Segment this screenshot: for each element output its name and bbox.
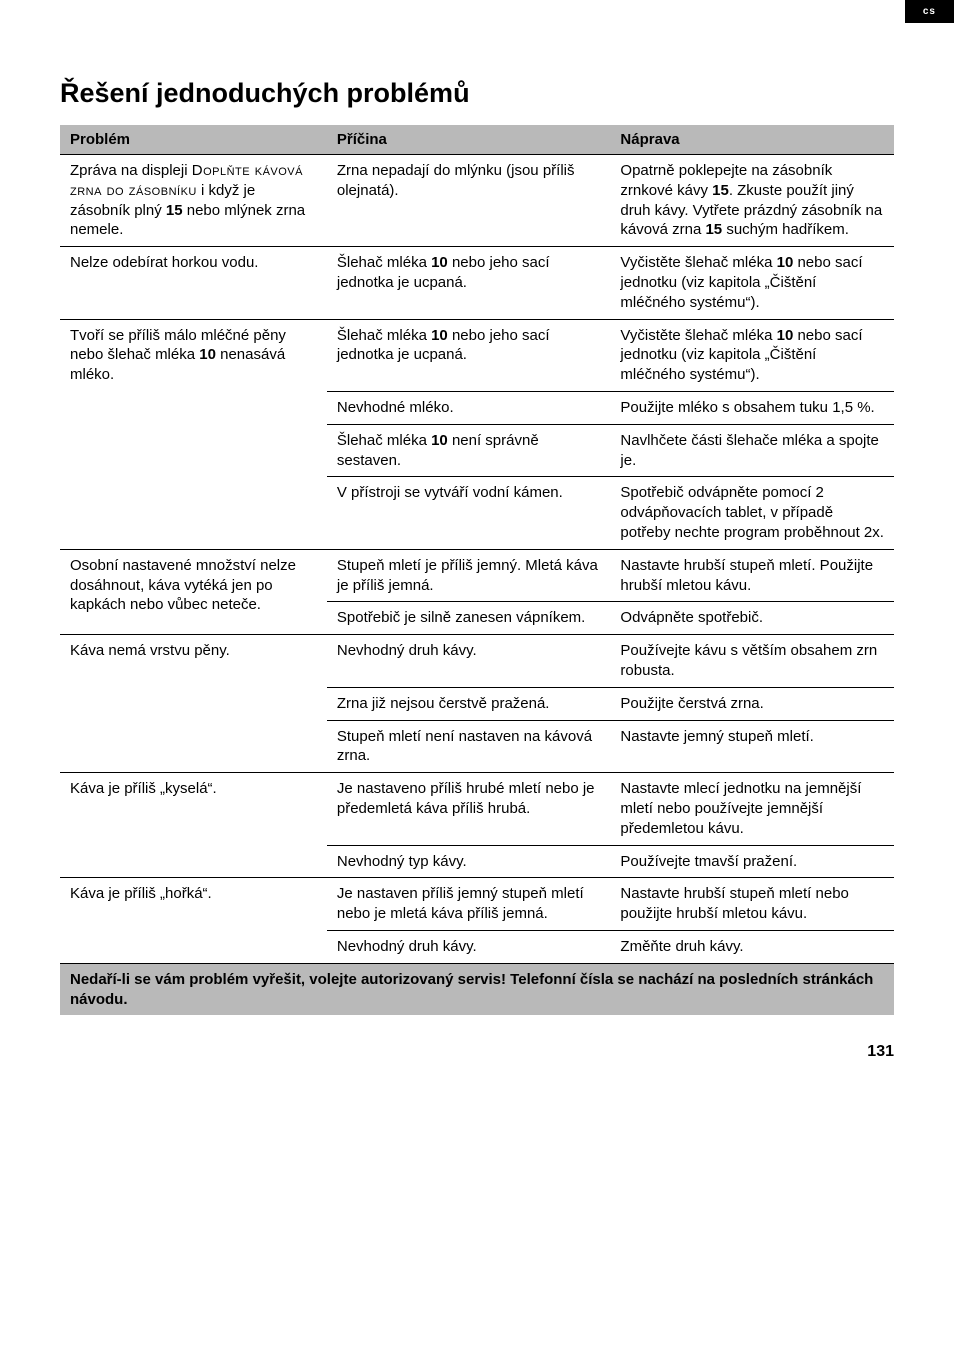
- fix-cell: Použijte mléko s obsahem tuku 1,5 %.: [610, 391, 894, 424]
- cause-cell: Je nastaven příliš jemný stupeň mletí ne…: [327, 878, 611, 931]
- fix-cell: Nastavte mlecí jednotku na jemnější mlet…: [610, 773, 894, 845]
- problem-cell: Káva je příliš „kyselá“.: [60, 773, 327, 878]
- fix-cell: Opatrně poklepejte na zásobník zrnkové k…: [610, 155, 894, 247]
- cause-cell: V přístroji se vytváří vodní kámen.: [327, 477, 611, 549]
- fix-cell: Navlhčete části šlehače mléka a spojte j…: [610, 424, 894, 477]
- problem-cell: Osobní nastavené množství nelze dosáhnou…: [60, 549, 327, 634]
- col-header-fix: Náprava: [610, 125, 894, 155]
- cause-cell: Zrna nepadají do mlýnku (jsou příliš ole…: [327, 155, 611, 247]
- cause-cell: Šlehač mléka 10 není správně sestaven.: [327, 424, 611, 477]
- col-header-problem: Problém: [60, 125, 327, 155]
- problem-cell: Káva je příliš „hořká“.: [60, 878, 327, 963]
- cause-cell: Zrna již nejsou čerstvě pražená.: [327, 687, 611, 720]
- fix-cell: Nastavte hrubší stupeň mletí. Použijte h…: [610, 549, 894, 602]
- problem-cell: Káva nemá vrstvu pěny.: [60, 635, 327, 773]
- fix-cell: Spotřebič odvápněte pomocí 2 odvápňovací…: [610, 477, 894, 549]
- cause-cell: Stupeň mletí není nastaven na kávová zrn…: [327, 720, 611, 773]
- fix-cell: Nastavte jemný stupeň mletí.: [610, 720, 894, 773]
- fix-cell: Nastavte hrubší stupeň mletí nebo použij…: [610, 878, 894, 931]
- cause-cell: Šlehač mléka 10 nebo jeho sací jednotka …: [327, 319, 611, 391]
- fix-cell: Vyčistěte šlehač mléka 10 nebo sací jedn…: [610, 319, 894, 391]
- page-number: 131: [60, 1043, 894, 1061]
- table-footer: Nedaří-li se vám problém vyřešit, volejt…: [60, 963, 894, 1015]
- col-header-cause: Příčina: [327, 125, 611, 155]
- fix-cell: Používejte kávu s větším obsahem zrn rob…: [610, 635, 894, 688]
- cause-cell: Šlehač mléka 10 nebo jeho sací jednotka …: [327, 247, 611, 319]
- problem-cell: Tvoří se příliš málo mléčné pěny nebo šl…: [60, 319, 327, 549]
- cause-cell: Stupeň mletí je příliš jemný. Mletá káva…: [327, 549, 611, 602]
- cause-cell: Nevhodný typ kávy.: [327, 845, 611, 878]
- problem-cell: Zpráva na displeji Doplňte kávová zrna d…: [60, 155, 327, 247]
- fix-cell: Odvápněte spotřebič.: [610, 602, 894, 635]
- fix-cell: Vyčistěte šlehač mléka 10 nebo sací jedn…: [610, 247, 894, 319]
- problem-cell: Nelze odebírat horkou vodu.: [60, 247, 327, 319]
- cause-cell: Nevhodný druh kávy.: [327, 635, 611, 688]
- cause-cell: Nevhodný druh kávy.: [327, 930, 611, 963]
- cause-cell: Spotřebič je silně zanesen vápníkem.: [327, 602, 611, 635]
- fix-cell: Změňte druh kávy.: [610, 930, 894, 963]
- fix-cell: Používejte tmavší pražení.: [610, 845, 894, 878]
- cause-cell: Nevhodné mléko.: [327, 391, 611, 424]
- language-badge: cs: [905, 0, 954, 23]
- cause-cell: Je nastaveno příliš hrubé mletí nebo je …: [327, 773, 611, 845]
- page-heading: Řešení jednoduchých problémů: [60, 78, 894, 109]
- troubleshooting-table: Problém Příčina Náprava Zpráva na disple…: [60, 125, 894, 1015]
- fix-cell: Použijte čerstvá zrna.: [610, 687, 894, 720]
